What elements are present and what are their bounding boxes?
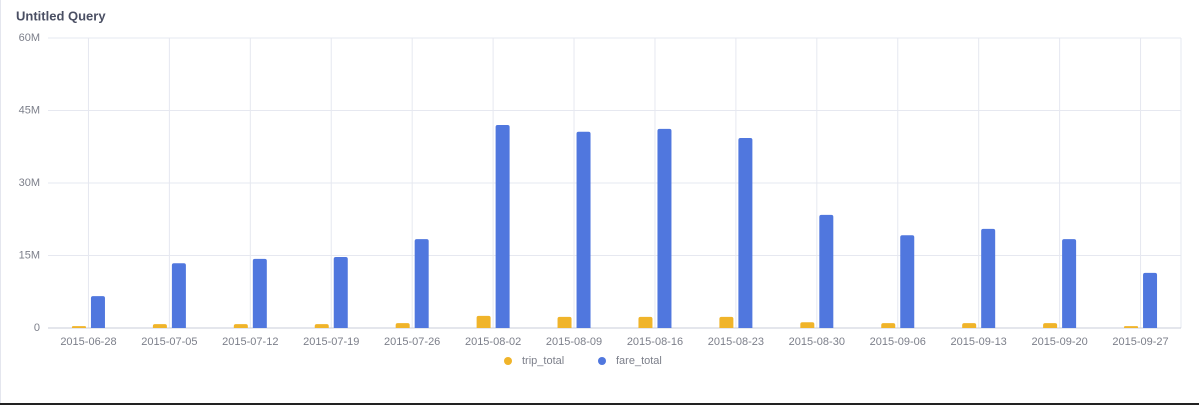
bar [233, 324, 248, 328]
x-tick-label: 2015-09-13 [951, 336, 1007, 348]
legend-label: fare_total [616, 355, 662, 367]
bar [1124, 326, 1139, 328]
bar [900, 235, 915, 328]
bar [738, 138, 753, 328]
bar [657, 128, 672, 328]
y-tick-label: 15M [19, 249, 40, 261]
x-tick-label: 2015-08-30 [789, 336, 845, 348]
x-tick-label: 2015-08-09 [546, 336, 602, 348]
y-tick-label: 60M [19, 32, 40, 44]
x-tick-label: 2015-09-06 [870, 336, 926, 348]
x-tick-label: 2015-09-20 [1031, 336, 1087, 348]
x-tick-label: 2015-08-23 [708, 336, 764, 348]
legend-marker [504, 357, 512, 365]
bar [414, 239, 429, 328]
bar [252, 258, 267, 328]
x-tick-label: 2015-07-05 [141, 336, 197, 348]
bar [71, 326, 86, 328]
bar [1143, 272, 1158, 328]
bar [314, 324, 329, 328]
bar [981, 228, 996, 328]
chart-title: Untitled Query [16, 8, 106, 23]
y-tick-label: 45M [19, 104, 40, 116]
bar [1062, 239, 1077, 328]
x-tick-label: 2015-08-02 [465, 336, 521, 348]
bar [395, 323, 410, 328]
bar [962, 323, 977, 328]
bar [638, 316, 653, 328]
bar [171, 263, 186, 328]
bar [1043, 323, 1058, 328]
bar [819, 214, 834, 328]
bar [557, 316, 572, 328]
bar [800, 322, 815, 328]
x-tick-label: 2015-06-28 [60, 336, 116, 348]
bar [576, 131, 591, 328]
bar [333, 256, 348, 328]
y-tick-label: 30M [19, 177, 40, 189]
x-tick-label: 2015-07-19 [303, 336, 359, 348]
bar [719, 316, 734, 328]
y-tick-label: 0 [34, 322, 40, 334]
bar [495, 125, 510, 328]
bar [90, 296, 105, 328]
x-tick-label: 2015-07-12 [222, 336, 278, 348]
x-tick-label: 2015-08-16 [627, 336, 683, 348]
legend-marker [598, 357, 606, 365]
legend-label: trip_total [522, 355, 564, 367]
bar [476, 315, 491, 328]
x-tick-label: 2015-09-27 [1112, 336, 1168, 348]
x-tick-label: 2015-07-26 [384, 336, 440, 348]
bar [881, 323, 896, 328]
bar [152, 324, 167, 328]
